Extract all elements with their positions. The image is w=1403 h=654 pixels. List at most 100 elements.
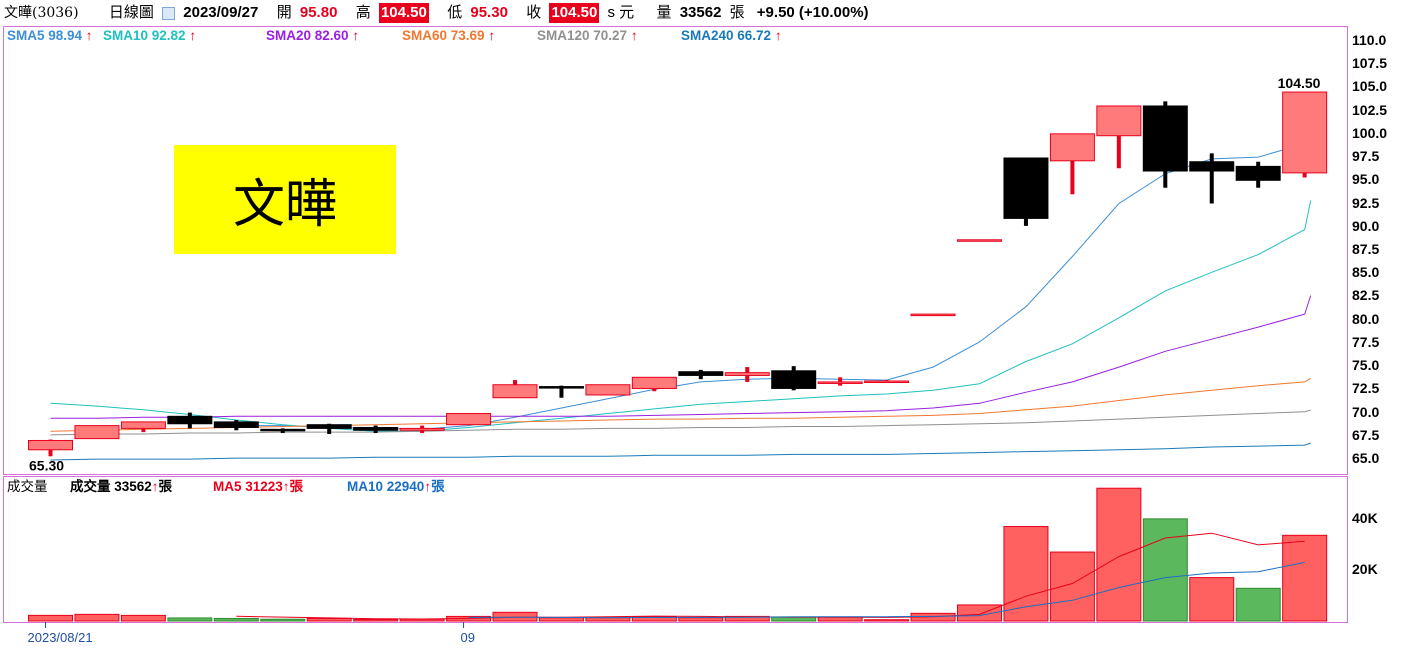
- candle-body: [957, 239, 1002, 242]
- volume-bar: [1282, 534, 1328, 622]
- ma-legend-item: SMA10 92.82 ↑: [103, 28, 197, 43]
- close-label: 收: [526, 4, 542, 21]
- volume-tick-label: 20K: [1352, 560, 1378, 577]
- date-value: 2023/09/27: [183, 4, 259, 21]
- candle-body: [167, 415, 213, 425]
- volume-bar: [957, 604, 1002, 622]
- candle-body: [120, 421, 166, 429]
- price-tick-label: 97.5: [1352, 148, 1380, 165]
- volume-bar: [1096, 487, 1142, 622]
- price-tick-label: 75.0: [1352, 357, 1380, 374]
- price-tick-label: 85.0: [1352, 264, 1380, 281]
- volume-legend-value: 成交量 33562↑張: [70, 479, 173, 494]
- price-tick-label: 70.0: [1352, 403, 1380, 420]
- candle-body: [1282, 91, 1328, 174]
- volume-bar: [631, 616, 677, 622]
- candle-body: [353, 426, 399, 431]
- sma-line-sma240: [50, 442, 1311, 461]
- volume-bar: [120, 614, 166, 622]
- ma-legend-item: SMA20 82.60 ↑: [266, 28, 360, 43]
- price-tick-label: 77.5: [1352, 333, 1380, 350]
- volume-bar: [678, 617, 724, 622]
- price-tick-label: 110.0: [1352, 31, 1387, 48]
- volume-bar: [1235, 587, 1281, 622]
- ma-legend-item: SMA240 66.72 ↑: [681, 28, 782, 43]
- candle-body: [260, 428, 306, 432]
- price-tick-label: 92.5: [1352, 194, 1380, 211]
- volume-bar: [260, 618, 306, 622]
- volume-bar: [1003, 526, 1049, 622]
- volume-bar: [353, 618, 399, 622]
- volume-ma5-legend: MA5 31223↑張: [213, 479, 304, 494]
- volume-bar: [1142, 518, 1188, 622]
- volume-label: 量: [656, 4, 672, 21]
- open-label: 開: [276, 4, 292, 21]
- open-value: 95.80: [299, 4, 338, 21]
- candle-body: [631, 376, 677, 389]
- volume-bar: [538, 617, 584, 622]
- candle-body: [817, 381, 863, 384]
- period-label[interactable]: 日線圖: [108, 4, 154, 21]
- max-price-label: 104.50: [1278, 75, 1321, 91]
- candle-body: [678, 371, 724, 376]
- volume-bar: [492, 611, 538, 622]
- ma-legend-item: SMA60 73.69 ↑: [402, 28, 496, 43]
- volume-bar: [28, 614, 73, 622]
- x-tick-label: 2023/08/21: [27, 630, 93, 645]
- volume-value: 33562: [679, 4, 722, 21]
- price-tick-label: 65.0: [1352, 450, 1380, 467]
- candle-body: [771, 370, 817, 389]
- price-tick-label: 102.5: [1352, 101, 1388, 118]
- price-tick-label: 67.5: [1352, 426, 1380, 443]
- price-tick-label: 107.5: [1352, 55, 1388, 72]
- volume-unit: 張: [729, 4, 745, 21]
- candle-body: [1142, 105, 1188, 172]
- low-value: 95.30: [470, 4, 508, 21]
- volume-bar: [864, 619, 910, 622]
- high-label: 高: [355, 4, 371, 21]
- low-label: 低: [447, 4, 463, 21]
- volume-bar: [167, 617, 213, 622]
- volume-title: 成交量: [7, 479, 48, 494]
- stock-title-box: 文曄: [174, 145, 396, 254]
- volume-bar: [306, 617, 352, 622]
- price-tick-label: 100.0: [1352, 124, 1388, 141]
- candle-body: [1096, 105, 1142, 137]
- min-price-label: 65.30: [29, 457, 64, 473]
- candle-body: [74, 425, 120, 440]
- sma-line-sma10: [50, 200, 1312, 432]
- candle-body: [1235, 165, 1281, 181]
- price-tick-label: 87.5: [1352, 241, 1380, 257]
- candle-body: [724, 372, 770, 376]
- stock-name: 文曄(3036): [4, 5, 79, 21]
- candle-body: [306, 424, 352, 429]
- volume-tick-label: 40K: [1352, 509, 1378, 526]
- volume-bar: [1049, 551, 1095, 622]
- header-bar: 文曄(3036) 日線圖 2023/09/27 開 95.80 高 104.50…: [0, 0, 1403, 26]
- candle-body: [864, 380, 910, 384]
- change-value: +9.50 (+10.00%): [756, 4, 869, 21]
- candle-body: [910, 313, 956, 317]
- candle-body: [399, 427, 445, 431]
- candle-body: [28, 439, 73, 451]
- checkbox-icon[interactable]: [162, 7, 176, 20]
- candle-body: [585, 384, 631, 396]
- volume-ma10-legend: MA10 22940↑張: [347, 479, 445, 494]
- candle-body: [446, 413, 492, 426]
- candle-body: [492, 384, 538, 399]
- candle-body: [1003, 157, 1049, 219]
- sma-line-sma60: [50, 377, 1311, 432]
- candle-body: [213, 421, 259, 428]
- price-tick-label: 90.0: [1352, 217, 1380, 234]
- ma-legend-item: SMA120 70.27 ↑: [537, 28, 638, 43]
- high-value: 104.50: [378, 3, 429, 23]
- candle-body: [1189, 161, 1235, 172]
- sma-line-sma5: [236, 143, 1305, 430]
- x-tick-label: 09: [460, 630, 476, 645]
- sma-line-sma20: [50, 295, 1312, 419]
- price-tick-label: 72.5: [1352, 380, 1380, 397]
- candle-body: [538, 386, 584, 389]
- unit-label: s 元: [607, 4, 635, 21]
- close-value: 104.50: [549, 3, 600, 23]
